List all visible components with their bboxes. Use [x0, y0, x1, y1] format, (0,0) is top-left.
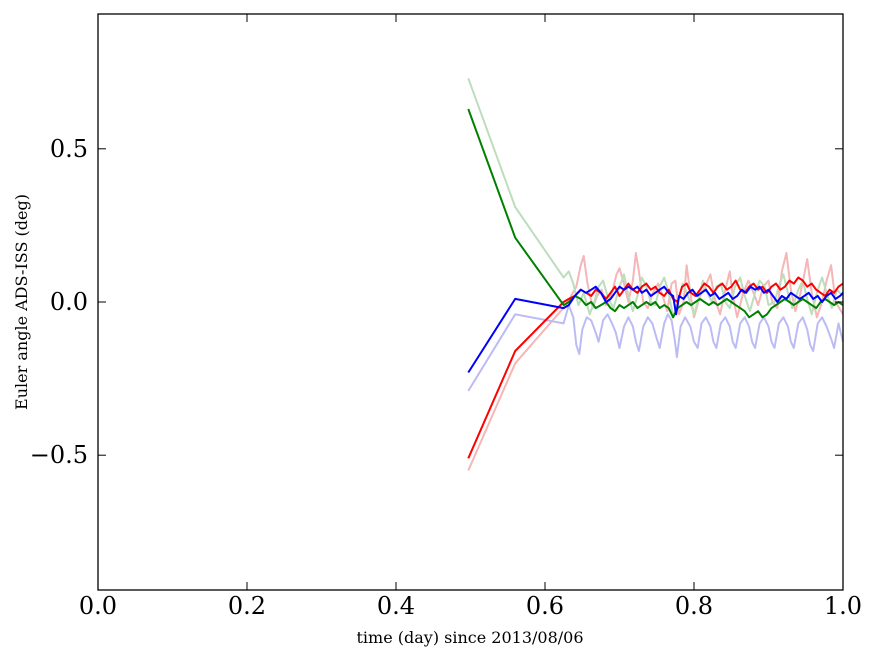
x-tick-label: 0.2: [228, 592, 266, 620]
series-line-4: [467, 276, 844, 459]
y-axis-label: Euler angle ADS-ISS (deg): [12, 194, 31, 410]
x-tick-label: 0.0: [79, 592, 117, 620]
x-tick-label: 1.0: [824, 592, 862, 620]
x-tick-label: 0.8: [675, 592, 713, 620]
series-layer: [467, 77, 844, 471]
x-tick-label: 0.4: [377, 592, 415, 620]
tick-layer: 0.0 0.2 0.4 0.6 0.8 1.0 0.5 0.0 −0.5: [30, 14, 862, 620]
y-tick-label: −0.5: [30, 441, 88, 469]
series-line-3: [467, 304, 844, 392]
y-tick-label: 0.5: [50, 135, 88, 163]
series-line-6: [467, 285, 844, 374]
x-tick-label: 0.6: [526, 592, 564, 620]
x-axis-label: time (day) since 2013/08/06: [356, 628, 583, 647]
y-tick-label: 0.0: [50, 288, 88, 316]
series-line-5: [467, 108, 844, 319]
